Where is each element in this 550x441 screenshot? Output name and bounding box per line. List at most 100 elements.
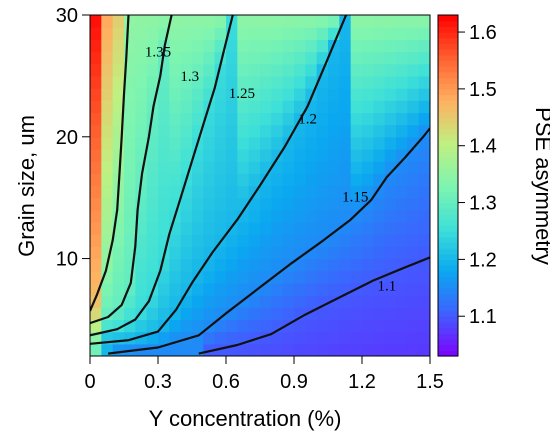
heatmap-cell bbox=[214, 15, 227, 28]
heatmap-cell bbox=[214, 100, 227, 114]
heatmap-cell bbox=[418, 258, 430, 272]
heatmap-cell bbox=[135, 331, 148, 345]
colorbar-cell bbox=[438, 350, 458, 357]
heatmap-cell bbox=[350, 185, 363, 199]
heatmap-cell bbox=[124, 161, 136, 174]
heatmap-cell bbox=[146, 148, 159, 162]
heatmap-cell bbox=[373, 307, 386, 321]
heatmap-cell bbox=[407, 63, 420, 77]
heatmap-cell bbox=[169, 319, 182, 333]
heatmap-cell bbox=[146, 258, 159, 272]
heatmap-cell bbox=[124, 75, 136, 89]
heatmap-cell bbox=[362, 234, 374, 247]
heatmap-cell bbox=[146, 63, 159, 77]
heatmap-cell bbox=[362, 319, 374, 333]
heatmap-cell bbox=[112, 51, 125, 65]
heatmap-cell bbox=[146, 136, 159, 150]
heatmap-cell bbox=[305, 100, 318, 114]
heatmap-cell bbox=[146, 270, 159, 284]
heatmap-cell bbox=[192, 331, 204, 345]
heatmap-cell bbox=[226, 307, 238, 321]
heatmap-cell bbox=[124, 307, 136, 321]
heatmap-cell bbox=[396, 343, 408, 356]
plot-frame bbox=[89, 14, 431, 357]
heatmap-cell bbox=[316, 15, 329, 28]
heatmap-cell bbox=[237, 88, 250, 101]
heatmap-cell bbox=[124, 148, 136, 162]
heatmap-cell bbox=[316, 88, 329, 101]
heatmap-cell bbox=[407, 307, 420, 321]
heatmap-cell bbox=[124, 173, 136, 187]
heatmap-cell bbox=[112, 258, 125, 272]
heatmap-cell bbox=[124, 112, 136, 126]
heatmap-cell bbox=[328, 27, 340, 40]
y-tick-label: 10 bbox=[56, 249, 78, 271]
heatmap-cell bbox=[260, 209, 272, 223]
heatmap-cell bbox=[418, 148, 430, 162]
heatmap-cell bbox=[214, 307, 227, 321]
colorbar-cell bbox=[438, 43, 458, 50]
heatmap-cell bbox=[112, 307, 125, 321]
heatmap-cell bbox=[396, 27, 408, 40]
heatmap-cell bbox=[192, 307, 204, 321]
heatmap-cell bbox=[214, 88, 227, 101]
heatmap-cell bbox=[350, 124, 363, 138]
heatmap-cell bbox=[384, 100, 397, 114]
heatmap-cell bbox=[169, 27, 182, 40]
heatmap-cell bbox=[362, 39, 374, 53]
colorbar-cell bbox=[438, 327, 458, 334]
contour-label-1.15: 1.15 bbox=[342, 189, 368, 205]
heatmap-cell bbox=[101, 209, 114, 223]
heatmap-cell bbox=[90, 319, 102, 333]
heatmap-cell bbox=[396, 331, 408, 345]
heatmap-cell bbox=[90, 63, 102, 77]
heatmap-cell bbox=[158, 197, 170, 211]
heatmap-cell bbox=[214, 112, 227, 126]
heatmap-cell bbox=[316, 75, 329, 89]
colorbar-cell bbox=[438, 321, 458, 329]
heatmap-cell bbox=[248, 197, 261, 211]
heatmap-cell bbox=[328, 331, 340, 345]
heatmap-cell bbox=[362, 112, 374, 126]
heatmap-cell bbox=[226, 295, 238, 308]
heatmap-cell bbox=[282, 124, 295, 138]
colorbar-cell bbox=[438, 253, 458, 260]
heatmap-cell bbox=[90, 51, 102, 65]
heatmap-cell bbox=[339, 258, 352, 272]
heatmap-cell bbox=[316, 282, 329, 296]
heatmap-cell bbox=[305, 209, 318, 223]
heatmap-cell bbox=[271, 161, 284, 174]
heatmap-cell bbox=[418, 209, 430, 223]
heatmap-cell bbox=[339, 161, 352, 174]
heatmap-cell bbox=[282, 15, 295, 28]
heatmap-cell bbox=[101, 185, 114, 199]
heatmap-cell bbox=[418, 51, 430, 65]
heatmap-cell bbox=[271, 124, 284, 138]
heatmap-cell bbox=[350, 15, 363, 28]
heatmap-cell bbox=[101, 197, 114, 211]
heatmap-cell bbox=[169, 88, 182, 101]
heatmap-cell bbox=[418, 63, 430, 77]
heatmap-cell bbox=[146, 161, 159, 174]
heatmap-cell bbox=[169, 246, 182, 260]
heatmap-cell bbox=[124, 185, 136, 199]
heatmap-cell bbox=[418, 197, 430, 211]
heatmap-cell bbox=[124, 63, 136, 77]
heatmap-cell bbox=[316, 173, 329, 187]
heatmap-cell bbox=[271, 307, 284, 321]
heatmap-cell bbox=[373, 148, 386, 162]
heatmap-cell bbox=[350, 173, 363, 187]
heatmap-cell bbox=[226, 136, 238, 150]
heatmap-cell bbox=[305, 197, 318, 211]
heatmap-cell bbox=[180, 112, 193, 126]
heatmap-cell bbox=[350, 209, 363, 223]
contour-label-1.2: 1.2 bbox=[298, 112, 317, 128]
heatmap-cell bbox=[192, 39, 204, 53]
colorbar-cell bbox=[438, 145, 458, 152]
heatmap-cell bbox=[362, 124, 374, 138]
heatmap-cell bbox=[203, 15, 216, 28]
heatmap-cell bbox=[271, 197, 284, 211]
heatmap-cell bbox=[305, 222, 318, 235]
heatmap-cell bbox=[248, 282, 261, 296]
heatmap-cell bbox=[362, 75, 374, 89]
